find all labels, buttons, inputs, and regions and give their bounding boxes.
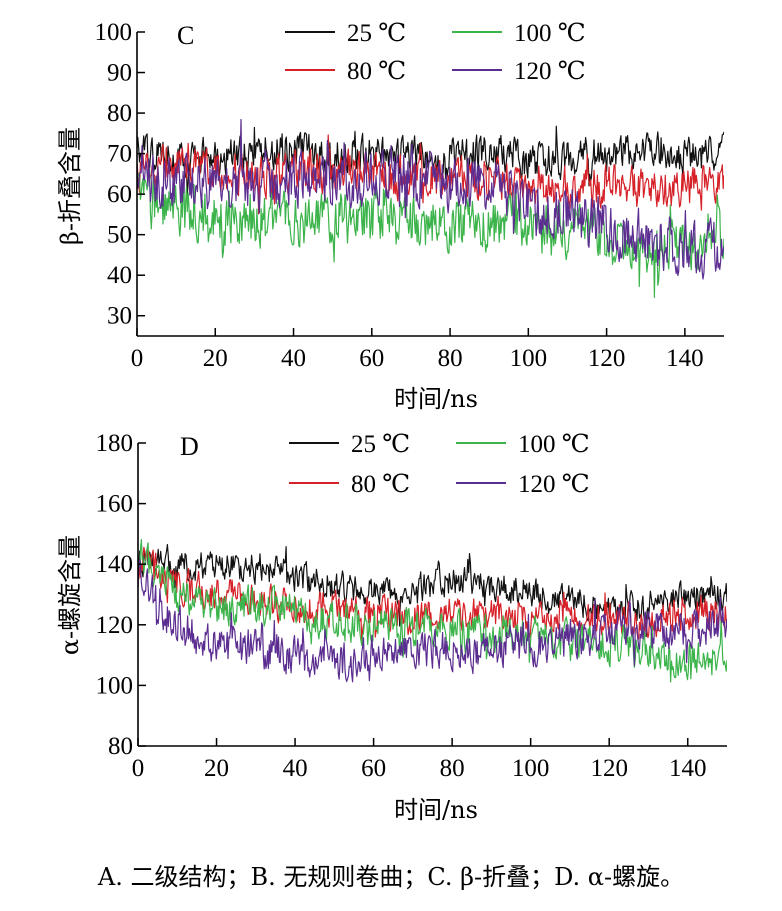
x-tick-label: 60 xyxy=(359,345,384,372)
x-tick-label: 120 xyxy=(590,755,628,782)
x-tick-label: 20 xyxy=(203,345,228,372)
x-tick-label: 100 xyxy=(510,345,548,372)
panel-label: C xyxy=(177,21,194,50)
y-tick-label: 50 xyxy=(107,222,132,249)
chart-svg: 30 40 50 60 70 80 90 100 0 20 40 60 80 100 120 140 时间/ns… xyxy=(56,19,727,824)
series-line-100c xyxy=(138,538,727,683)
series-line-120c xyxy=(138,559,727,683)
x-axis-title: 时间/ns xyxy=(394,796,478,824)
y-tick-label: 100 xyxy=(96,672,134,699)
legend-label: 120 ℃ xyxy=(518,471,590,498)
legend-label: 100 ℃ xyxy=(518,431,590,458)
legend-label: 120 ℃ xyxy=(514,58,586,85)
x-tick-label: 140 xyxy=(666,345,704,372)
legend-label: 80 ℃ xyxy=(347,58,406,85)
y-tick-label: 100 xyxy=(95,19,133,46)
chart-panel-c: 30 40 50 60 70 80 90 100 0 20 40 60 80 100 120 140 时间/ns… xyxy=(56,19,724,413)
chart-panel-d: 80 100 120 140 160 180 0 20 40 60 80 100 120 140 时间/ns… xyxy=(56,430,727,824)
y-tick-label: 60 xyxy=(107,181,132,208)
y-tick-label: 180 xyxy=(96,430,134,457)
series-line-100c xyxy=(137,167,724,298)
x-tick-label: 120 xyxy=(588,345,626,372)
y-tick-label: 80 xyxy=(108,733,133,760)
series-line-120c xyxy=(137,118,724,280)
legend-label: 100 ℃ xyxy=(514,20,586,47)
x-tick-label: 100 xyxy=(512,755,550,782)
legend-label: 25 ℃ xyxy=(347,20,406,47)
y-tick-label: 30 xyxy=(107,303,132,330)
x-tick-label: 80 xyxy=(438,345,463,372)
y-tick-label: 90 xyxy=(107,60,132,87)
y-tick-label: 160 xyxy=(96,491,134,518)
y-axis-title: β-折叠含量 xyxy=(56,127,84,245)
series-line-80c xyxy=(137,134,724,215)
y-tick-label: 80 xyxy=(107,100,132,127)
legend-label: 80 ℃ xyxy=(351,471,410,498)
x-tick-label: 140 xyxy=(669,755,707,782)
y-axis-title: α-螺旋含量 xyxy=(56,535,84,655)
legend-label: 25 ℃ xyxy=(351,431,410,458)
figure-caption: A. 二级结构；B. 无规则卷曲；C. β-折叠；D. α-螺旋。 xyxy=(97,863,685,891)
x-tick-label: 80 xyxy=(440,755,465,782)
x-tick-label: 40 xyxy=(281,345,306,372)
x-tick-label: 20 xyxy=(204,755,229,782)
panel-label: D xyxy=(180,432,199,461)
y-tick-label: 140 xyxy=(96,551,134,578)
x-axis-title: 时间/ns xyxy=(394,385,478,413)
y-tick-label: 70 xyxy=(107,141,132,168)
x-tick-label: 60 xyxy=(361,755,386,782)
x-tick-label: 40 xyxy=(283,755,308,782)
y-tick-label: 40 xyxy=(107,262,132,289)
x-tick-label: 0 xyxy=(132,755,145,782)
y-tick-label: 120 xyxy=(96,612,134,639)
series-line-25c xyxy=(137,125,724,196)
x-tick-label: 0 xyxy=(131,345,144,372)
